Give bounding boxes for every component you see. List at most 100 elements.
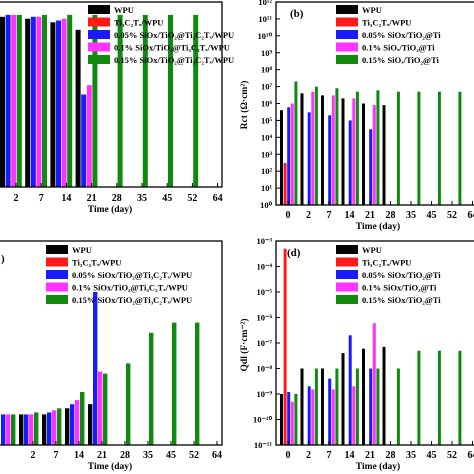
bar-d-4-8 [458, 350, 462, 445]
legend-swatch-3 [46, 282, 68, 292]
b-ytick-7: 10⁷ [261, 82, 273, 92]
bar-a-2-2 [61, 18, 67, 188]
bar-a-3-5 [142, 14, 148, 188]
d-ytick-1: 10⁻¹⁰ [253, 415, 273, 425]
legend-swatch-0 [88, 5, 110, 14]
a-xtick-2: 14 [61, 193, 71, 204]
legend-label-0: WPU [362, 5, 382, 15]
legend-swatch-0 [336, 245, 358, 254]
b-xtick-7: 45 [427, 210, 437, 221]
bar-d-4-4 [376, 368, 380, 445]
b-x-title: Time (day) [356, 221, 400, 232]
b-ytick-11: 10¹¹ [258, 14, 272, 24]
bar-d-0-1 [300, 368, 304, 445]
bar-c-2-2 [52, 410, 57, 445]
a-xtick-7: 52 [187, 193, 197, 204]
d-ytick-8: 10⁻³ [256, 236, 272, 246]
panel-a-frame [0, 1, 223, 188]
legend-label-1: Ti₃C₂Tₓ/WPU [114, 18, 163, 28]
bar-d-4-1 [314, 368, 318, 445]
d-xtick-8: 52 [447, 450, 457, 461]
a-xtick-3: 21 [87, 193, 97, 204]
c-xtick-6: 45 [166, 450, 176, 461]
bar-b-4-0 [294, 81, 298, 205]
legend-swatch-3 [88, 42, 110, 52]
bar-a-1-3 [81, 94, 87, 187]
d-y-title: Qdl (F·cm⁻²) [239, 319, 250, 372]
bar-a-0-0 [0, 16, 5, 187]
bar-d-0-0 [280, 394, 283, 445]
d-xtick-1: 2 [306, 450, 311, 461]
bar-b-4-2 [335, 88, 339, 205]
c-xtick-0: 2 [31, 450, 36, 461]
bar-b-0-4 [362, 103, 365, 205]
c-xtick-7: 52 [189, 450, 199, 461]
b-ytick-4: 10⁴ [261, 132, 273, 142]
a-xtick-5: 35 [137, 193, 147, 204]
b-ytick-0: 10⁰ [260, 200, 273, 210]
c-xtick-3: 21 [97, 450, 107, 461]
b-ytick-5: 10⁵ [261, 115, 273, 125]
bar-d-1-0 [283, 248, 287, 445]
b-ytick-12: 10¹² [258, 0, 272, 7]
bar-d-3-2 [331, 389, 335, 445]
bars-panel-c [1, 292, 200, 445]
legend-label-4: 0.15% SiOₓ/TiO₂@Ti [362, 55, 439, 65]
legend-swatch-1 [88, 17, 110, 27]
b-xtick-9: 64 [468, 210, 474, 221]
bar-d-3-0 [290, 401, 294, 445]
bar-c-2-0 [6, 414, 11, 445]
d-xtick-3: 14 [345, 450, 355, 461]
legend-label-0: WPU [114, 5, 134, 15]
bar-d-0-3 [341, 353, 345, 445]
legend-label-4: 0.15% SiOx/TiO₂@Ti₃C₂Tₓ/WPU [114, 55, 234, 65]
panel-d-legend: WPU Ti₃C₂Tₓ/WPU 0.05% SiOx/TiO₂@Ti 0.1% SiO… [336, 245, 441, 305]
bar-b-4-6 [417, 91, 421, 205]
bar-b-2-0 [287, 107, 291, 205]
bars-panel-b [280, 81, 462, 205]
d-xtick-4: 21 [365, 450, 375, 461]
legend-swatch-1 [336, 17, 358, 27]
b-xtick-1: 2 [306, 210, 311, 221]
a-x-title: Time (day) [88, 204, 132, 215]
bars-panel-a [0, 14, 199, 188]
b-xtick-2: 7 [327, 210, 332, 221]
bar-c-3-2 [57, 408, 62, 445]
c-xtick-2: 14 [74, 450, 84, 461]
legend-swatch-3 [336, 282, 358, 292]
bar-d-2-3 [348, 335, 352, 445]
bar-b-3-3 [352, 98, 356, 205]
b-ytick-6: 10⁶ [261, 99, 273, 109]
bar-c-2-3 [75, 400, 80, 445]
bar-c-3-3 [80, 392, 85, 445]
d-xtick-9: 64 [468, 450, 474, 461]
bar-c-3-5 [126, 363, 131, 445]
legend-swatch-1 [46, 257, 68, 267]
bar-b-3-4 [372, 105, 376, 205]
bars-panel-d [280, 248, 462, 445]
d-xtick-2: 7 [327, 450, 332, 461]
legend-swatch-1 [336, 257, 358, 267]
b-xtick-5: 28 [386, 210, 396, 221]
a-xtick-6: 45 [162, 193, 172, 204]
bar-d-3-4 [372, 323, 376, 445]
bar-d-4-6 [417, 350, 421, 445]
bar-c-1-1 [24, 414, 29, 445]
bar-a-3-0 [16, 14, 22, 188]
bar-c-3-4 [103, 373, 108, 445]
bar-d-0-5 [382, 346, 386, 445]
legend-label-4: 0.15% SiOx/TiO₂@Ti [362, 295, 441, 305]
bar-b-0-3 [341, 98, 345, 205]
panel-c-legend: WPU Ti₃C₂Tₓ/WPU 0.05% SiOx/TiO₂@Ti₃C₂Tₓ/WP… [46, 245, 192, 305]
bar-d-4-0 [294, 394, 298, 445]
legend-label-1: Ti₃C₂Tₓ/WPU [362, 18, 411, 28]
bar-c-2-4 [98, 371, 103, 445]
bar-a-3-2 [67, 14, 73, 188]
bar-a-2-1 [36, 16, 42, 187]
a-xtick-8: 64 [213, 193, 223, 204]
bar-d-2-4 [369, 368, 373, 445]
panel-a-legend: WPU Ti₃C₂Tₓ/WPU 0.05% SiOx/TiO₂@Ti₃C₂Tₓ/WP… [88, 5, 234, 65]
legend-label-4: 0.15% SiOx/TiO₂@Ti₃C₂Tₓ/WPU [72, 295, 192, 305]
bar-a-0-1 [25, 18, 31, 188]
